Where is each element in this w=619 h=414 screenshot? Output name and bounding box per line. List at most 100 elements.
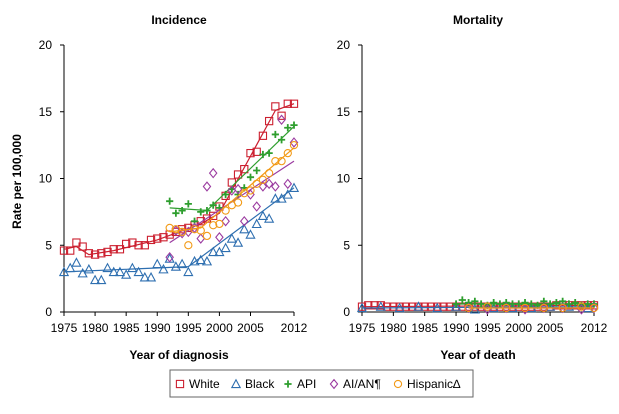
data-point-black — [65, 262, 76, 273]
data-point-black — [145, 271, 157, 282]
data-point-hispanic — [277, 156, 286, 166]
data-point-hispanic — [258, 175, 268, 184]
data-point-white — [364, 301, 373, 310]
data-point-black — [563, 301, 575, 311]
data-point-black — [544, 301, 556, 311]
data-point-black — [208, 246, 219, 257]
data-point-white — [233, 170, 243, 179]
data-point-ai-an — [252, 201, 262, 212]
incidence-panel: Incidence 0 5 10 15 20 1975 1980 1985 1990 1995 200… — [10, 13, 308, 362]
data-point-ai-an — [264, 178, 274, 190]
data-point-ai-an — [239, 215, 249, 227]
data-point-api — [178, 206, 186, 215]
data-point-black — [102, 262, 113, 273]
data-point-api — [496, 300, 504, 308]
data-point-white — [370, 301, 379, 310]
data-point-hispanic — [215, 219, 224, 229]
data-point-api — [458, 296, 466, 304]
data-point-ai-an — [558, 302, 567, 314]
data-point-hispanic — [271, 156, 280, 166]
data-point-black — [270, 193, 281, 203]
legend-label: AI/AN¶ — [343, 377, 381, 391]
data-point-white — [103, 247, 112, 257]
data-point-hispanic — [539, 303, 548, 313]
series-api — [166, 121, 298, 225]
data-point-api — [271, 130, 279, 139]
data-point-api — [584, 300, 592, 308]
data-point-white — [128, 238, 137, 247]
data-point-hispanic — [577, 302, 586, 311]
data-point-api — [477, 300, 485, 308]
legend-marker-ai-an — [329, 378, 339, 390]
data-point-black — [189, 255, 200, 266]
panel-title: Incidence — [151, 13, 207, 27]
legend-label: Black — [245, 377, 275, 391]
x-tick-label: 2000 — [505, 321, 532, 335]
data-point-api — [209, 201, 217, 209]
data-point-hispanic — [196, 226, 205, 235]
data-point-black — [127, 262, 138, 273]
data-point-black — [257, 210, 269, 221]
data-point-hispanic — [202, 231, 212, 241]
data-point-black — [432, 302, 443, 313]
data-point-black — [83, 263, 94, 274]
data-point-ai-an — [208, 167, 218, 179]
data-point-white — [134, 241, 143, 250]
data-point-hispanic — [177, 227, 187, 237]
data-point-black — [226, 233, 237, 243]
data-point-api — [464, 299, 473, 307]
data-point-white — [264, 116, 274, 126]
data-point-black — [375, 301, 386, 311]
y-tick-label: 20 — [39, 38, 53, 52]
legend-label: Hispanic∆ — [407, 377, 461, 391]
x-tick-label: 2005 — [537, 321, 564, 335]
data-point-black — [133, 266, 144, 277]
data-point-black — [394, 302, 405, 313]
data-point-white — [122, 239, 131, 249]
data-point-ai-an — [283, 178, 293, 190]
data-point-black — [114, 266, 126, 277]
data-point-white — [153, 234, 162, 243]
data-point-white — [246, 148, 255, 158]
x-tick-label: 1975 — [51, 321, 78, 335]
x-tick-label: 1980 — [82, 321, 109, 335]
data-point-black — [239, 223, 250, 234]
data-point-ai-an — [165, 251, 174, 263]
data-point-white — [283, 99, 292, 108]
series-black — [58, 182, 300, 285]
data-point-white — [97, 249, 106, 258]
data-point-black — [89, 274, 101, 285]
series-black — [356, 301, 595, 314]
series-hispanic — [165, 140, 299, 250]
data-point-api — [259, 150, 267, 159]
trend-line-black — [361, 306, 595, 309]
data-point-api — [571, 299, 579, 307]
data-point-black — [288, 182, 300, 192]
y-tick-label: 10 — [39, 172, 53, 186]
trend-line-api — [169, 125, 295, 212]
data-point-ai-an — [215, 231, 224, 243]
data-point-hispanic — [246, 186, 255, 195]
data-point-hispanic — [190, 225, 199, 234]
data-point-black — [282, 189, 293, 199]
y-tick-label: 10 — [337, 172, 351, 186]
data-point-hispanic — [209, 221, 218, 230]
data-point-hispanic — [558, 303, 567, 313]
data-point-white — [277, 111, 286, 120]
legend-entry-api: API — [284, 377, 316, 391]
data-point-black — [183, 266, 194, 277]
data-point-ai-an — [277, 114, 286, 126]
data-point-hispanic — [502, 303, 511, 313]
data-point-black — [413, 301, 424, 311]
y-tick-label: 20 — [337, 38, 351, 52]
data-point-black — [264, 213, 275, 223]
trend-line-black — [63, 187, 295, 273]
data-point-api — [471, 297, 479, 305]
data-point-ai-an — [233, 183, 243, 195]
data-point-api — [552, 299, 560, 307]
data-point-api — [490, 299, 498, 307]
data-point-hispanic — [184, 241, 193, 250]
data-point-ai-an — [464, 302, 473, 314]
legend-marker-black — [230, 378, 242, 389]
